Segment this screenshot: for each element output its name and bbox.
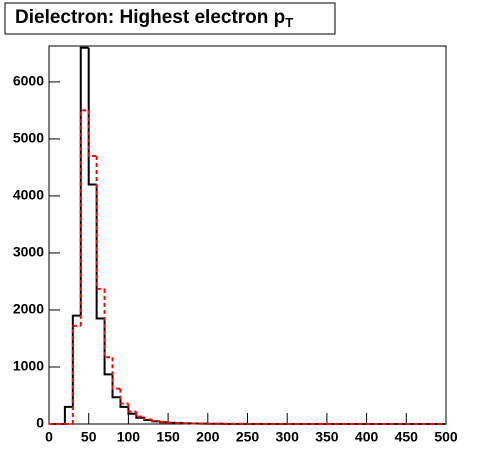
histogram-bin bbox=[143, 416, 153, 421]
x-tick-label: 0 bbox=[45, 429, 53, 445]
x-tick-label: 400 bbox=[355, 429, 379, 445]
histogram-bin bbox=[71, 314, 81, 407]
x-tick-label: 500 bbox=[434, 429, 458, 445]
histogram-bin bbox=[71, 324, 81, 424]
histogram-bin bbox=[135, 411, 145, 418]
histogram-bin bbox=[119, 388, 129, 405]
histogram-bin bbox=[119, 397, 129, 408]
x-tick-label: 350 bbox=[315, 429, 339, 445]
histogram-bin bbox=[111, 374, 121, 399]
histogram-bin bbox=[79, 109, 89, 326]
x-tick-label: 450 bbox=[395, 429, 419, 445]
y-tick-label: 4000 bbox=[13, 187, 44, 203]
x-tick-label: 100 bbox=[117, 429, 141, 445]
y-tick-label: 6000 bbox=[13, 73, 44, 89]
chart-title: Dielectron: Highest electron pT bbox=[15, 7, 293, 30]
histogram-bin bbox=[87, 47, 97, 186]
title-subscript: T bbox=[285, 15, 293, 30]
histogram-bin bbox=[95, 156, 105, 290]
frame bbox=[48, 45, 447, 425]
histogram-bin bbox=[127, 406, 137, 415]
histogram-bin bbox=[111, 357, 121, 390]
title-main: Dielectron: Highest electron p bbox=[15, 7, 285, 28]
x-tick-label: 300 bbox=[276, 429, 300, 445]
y-tick-label: 5000 bbox=[13, 130, 44, 146]
histogram-bin bbox=[79, 46, 89, 316]
y-tick-label: 2000 bbox=[13, 301, 44, 317]
title-box bbox=[4, 2, 336, 35]
x-tick-label: 250 bbox=[236, 429, 260, 445]
x-tick-label: 200 bbox=[196, 429, 220, 445]
x-tick-label: 50 bbox=[81, 429, 97, 445]
y-tick-label: 1000 bbox=[13, 358, 44, 374]
histogram-bin bbox=[87, 110, 97, 158]
y-tick-label: 3000 bbox=[13, 244, 44, 260]
histogram-bin bbox=[95, 184, 105, 320]
y-tick-label: 0 bbox=[36, 415, 44, 431]
histogram-bin bbox=[159, 421, 169, 424]
histogram-bin bbox=[167, 421, 177, 424]
histogram-bin bbox=[127, 403, 137, 413]
histogram-bin bbox=[63, 405, 73, 424]
histogram-bin bbox=[103, 288, 113, 359]
histogram-bin bbox=[103, 318, 113, 376]
histogram-bin bbox=[151, 419, 161, 423]
x-tick-label: 150 bbox=[156, 429, 180, 445]
